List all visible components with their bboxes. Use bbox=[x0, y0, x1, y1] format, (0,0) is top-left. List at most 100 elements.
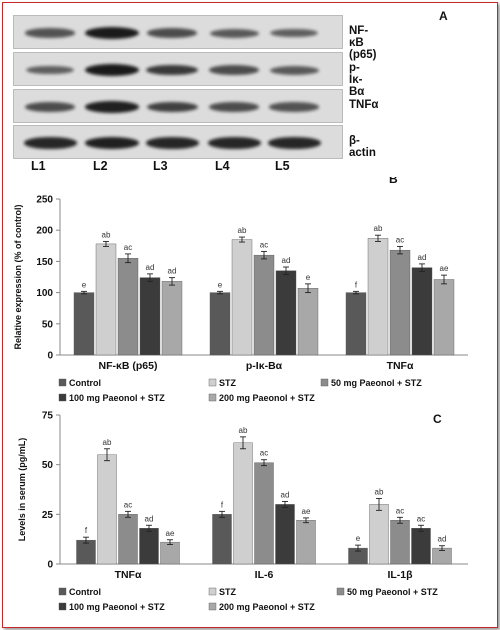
legend-label: Control bbox=[69, 587, 101, 597]
y-tick-label: 25 bbox=[42, 510, 54, 521]
y-tick-label: 50 bbox=[42, 319, 54, 330]
bar bbox=[390, 520, 410, 565]
significance-label: f bbox=[355, 280, 358, 289]
lane-label: L4 bbox=[215, 159, 230, 173]
bar bbox=[296, 520, 316, 565]
significance-label: ac bbox=[417, 514, 425, 523]
legend-swatch bbox=[58, 602, 67, 611]
significance-label: ac bbox=[396, 506, 404, 515]
legend-label: Control bbox=[69, 378, 101, 388]
bar-chart-c: C 0 25 50 75 Levels in serum (pg/mL) f ab ac ad ae… bbox=[17, 411, 468, 612]
panel-letter-b: B bbox=[389, 177, 398, 186]
significance-label: ad bbox=[168, 267, 177, 276]
bar bbox=[411, 528, 431, 565]
bar bbox=[367, 238, 389, 356]
significance-label: ab bbox=[239, 426, 248, 435]
blot-row-label: p-Iκ-Bα bbox=[349, 62, 365, 98]
significance-label: e bbox=[356, 534, 361, 543]
blot-band bbox=[85, 101, 139, 113]
blot-band bbox=[209, 102, 259, 112]
lane-label: L2 bbox=[93, 159, 108, 173]
blot-band bbox=[85, 64, 139, 76]
significance-label: e bbox=[82, 280, 87, 289]
blot-row-label: β-actin bbox=[349, 135, 376, 159]
bar bbox=[212, 514, 232, 565]
bar bbox=[97, 454, 117, 565]
blot-band bbox=[85, 137, 139, 149]
x-category-label: IL-1β bbox=[387, 569, 413, 581]
y-tick-label: 250 bbox=[36, 195, 53, 206]
bar bbox=[231, 239, 253, 356]
significance-label: ab bbox=[375, 487, 384, 496]
panel-letter-c: C bbox=[433, 412, 442, 426]
bar bbox=[345, 292, 367, 356]
y-axis-label: Relative expression (% of control) bbox=[13, 204, 23, 349]
blot-band bbox=[25, 102, 75, 112]
blot-band bbox=[25, 28, 75, 38]
y-axis-label: Levels in serum (pg/mL) bbox=[17, 438, 27, 542]
x-category-label: NF-κB (p65) bbox=[99, 360, 158, 372]
legend-label: 200 mg Paeonol + STZ bbox=[219, 393, 315, 403]
legend-swatch bbox=[208, 378, 217, 387]
significance-label: ae bbox=[302, 507, 311, 516]
blot-band bbox=[146, 64, 198, 76]
legend-label: STZ bbox=[219, 587, 237, 597]
x-category-label: p-Iκ-Bα bbox=[246, 360, 283, 372]
legend-swatch bbox=[58, 393, 67, 402]
bar bbox=[95, 243, 117, 356]
bar bbox=[76, 539, 96, 565]
blot-band bbox=[269, 65, 319, 75]
legend-swatch bbox=[58, 587, 67, 596]
lane-label: L3 bbox=[153, 159, 168, 173]
lane-label: L5 bbox=[275, 159, 290, 173]
significance-label: ac bbox=[124, 243, 132, 252]
legend-swatch bbox=[336, 587, 345, 596]
bar bbox=[275, 504, 295, 565]
bar-chart-b: B 0 50 100 150 200 250 Relative expression (% o… bbox=[13, 177, 468, 403]
legend-swatch bbox=[208, 393, 217, 402]
legend-swatch bbox=[208, 587, 217, 596]
blot-row-label: NF-κB (p65) bbox=[349, 25, 377, 61]
legend-swatch bbox=[320, 378, 329, 387]
significance-label: ab bbox=[103, 438, 112, 447]
bar bbox=[117, 258, 139, 356]
blot-band bbox=[145, 137, 199, 149]
x-category-label: TNFα bbox=[387, 360, 414, 372]
significance-label: ae bbox=[166, 529, 175, 538]
bar bbox=[254, 462, 274, 565]
legend-label: 200 mg Paeonol + STZ bbox=[219, 602, 315, 612]
y-tick-label: 100 bbox=[36, 288, 53, 299]
significance-label: ad bbox=[145, 514, 154, 523]
bar bbox=[411, 267, 433, 356]
significance-label: ac bbox=[124, 500, 132, 509]
bar bbox=[233, 442, 253, 565]
blot-band bbox=[209, 65, 259, 75]
significance-label: f bbox=[85, 526, 88, 535]
y-tick-label: 0 bbox=[47, 351, 53, 362]
legend-label: 100 mg Paeonol + STZ bbox=[69, 602, 165, 612]
significance-label: ad bbox=[438, 535, 447, 544]
bar bbox=[433, 279, 455, 356]
bar bbox=[160, 541, 180, 565]
y-tick-label: 150 bbox=[36, 257, 53, 268]
legend-label: 100 mg Paeonol + STZ bbox=[69, 393, 165, 403]
significance-label: ad bbox=[282, 256, 291, 265]
legend-swatch bbox=[208, 602, 217, 611]
blot-band bbox=[269, 102, 319, 112]
significance-label: ab bbox=[238, 226, 247, 235]
significance-label: ae bbox=[440, 264, 449, 273]
blot-row bbox=[13, 52, 343, 86]
bar bbox=[209, 292, 231, 356]
legend-label: 50 mg Paeonol + STZ bbox=[331, 378, 422, 388]
blot-row bbox=[13, 89, 343, 123]
bar bbox=[161, 281, 183, 356]
x-category-label: IL-6 bbox=[255, 569, 274, 581]
significance-label: ac bbox=[260, 449, 268, 458]
lane-label: L1 bbox=[31, 159, 46, 173]
legend-label: 50 mg Paeonol + STZ bbox=[347, 587, 438, 597]
legend-label: STZ bbox=[219, 378, 237, 388]
y-tick-label: 200 bbox=[36, 226, 53, 237]
significance-label: ac bbox=[260, 240, 268, 249]
significance-label: ab bbox=[374, 224, 383, 233]
